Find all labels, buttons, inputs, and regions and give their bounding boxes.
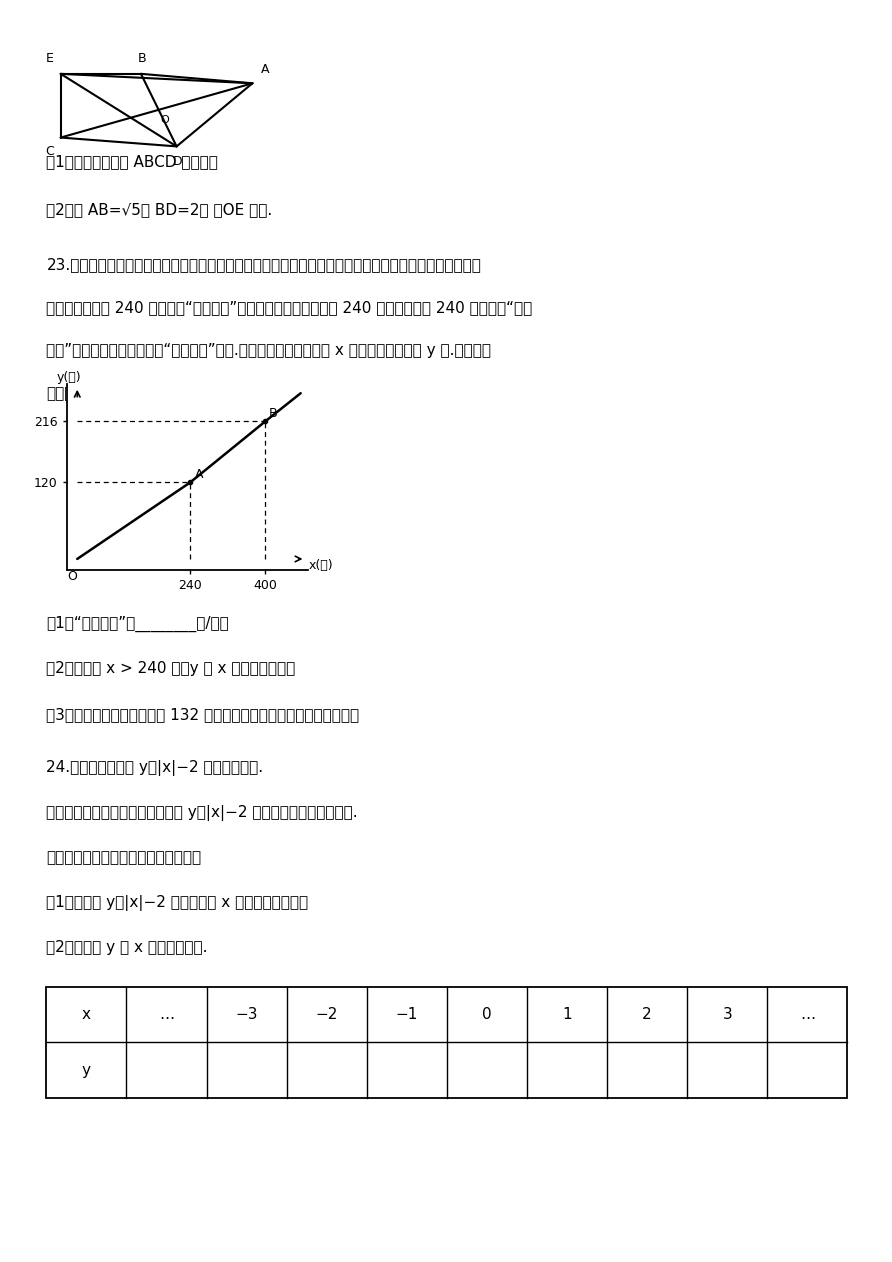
Text: （2）求出当 x > 240 时，y 与 x 的函数表达式；: （2）求出当 x > 240 时，y 与 x 的函数表达式； (46, 661, 295, 676)
Text: 下面是小华的探究过程，请补充完整：: 下面是小华的探究过程，请补充完整： (46, 851, 202, 866)
Text: −1: −1 (396, 1007, 418, 1022)
Text: …: … (800, 1007, 815, 1022)
Text: 月用电量不超过 240 度时实行“基础电价”；第二档是当用电量超过 240 度时，其中的 240 度仍按照“基础: 月用电量不超过 240 度时实行“基础电价”；第二档是当用电量超过 240 度时… (46, 300, 533, 316)
Text: （1）求证：四边形 ABCD 是菱形；: （1）求证：四边形 ABCD 是菱形； (46, 154, 219, 169)
Text: −2: −2 (316, 1007, 338, 1022)
Text: （2）若 AB=√5， BD=2， 求OE 的长.: （2）若 AB=√5， BD=2， 求OE 的长. (46, 202, 273, 217)
Text: （2）下表是 y 与 x 的几组对应値.: （2）下表是 y 与 x 的几组对应値. (46, 940, 208, 955)
Text: 23.某市为了鼓励居民节约用电，采用分段计费的方法按月计算每户家庭的电费，分两档收费：第一档是当: 23.某市为了鼓励居民节约用电，采用分段计费的方法按月计算每户家庭的电费，分两档… (46, 257, 482, 273)
Text: D: D (173, 155, 182, 168)
Text: E: E (45, 52, 54, 64)
Text: O: O (68, 570, 78, 583)
Text: A: A (261, 63, 270, 76)
Text: y(元): y(元) (56, 371, 81, 384)
Bar (46, 987, 847, 1098)
Text: 3: 3 (723, 1007, 732, 1022)
Text: （1）在函数 y＝|x|−2 中，自变量 x 可以是任意实数；: （1）在函数 y＝|x|−2 中，自变量 x 可以是任意实数； (46, 895, 309, 911)
Text: …: … (159, 1007, 174, 1022)
Text: x: x (82, 1007, 91, 1022)
Text: 1: 1 (562, 1007, 572, 1022)
Text: （1）“基础电价”是________元/度；: （1）“基础电价”是________元/度； (46, 616, 229, 632)
Text: y: y (82, 1063, 91, 1078)
Text: C: C (45, 145, 54, 158)
Text: 24.问题：探究函数 y＝|x|−2 的图象与性质.: 24.问题：探究函数 y＝|x|−2 的图象与性质. (46, 760, 263, 776)
Text: O: O (161, 115, 169, 125)
Text: x(度): x(度) (309, 559, 334, 572)
Text: A: A (194, 468, 203, 481)
Text: B: B (269, 406, 277, 420)
Text: 小华根据学习函数的经验，对函数 y＝|x|−2 的图象与性质进行了探究.: 小华根据学习函数的经验，对函数 y＝|x|−2 的图象与性质进行了探究. (46, 805, 358, 822)
Text: B: B (137, 52, 146, 64)
Text: 情况如折线图所示，请根据图象回答下列问题：: 情况如折线图所示，请根据图象回答下列问题： (46, 386, 238, 401)
Text: （3）小石家六月份缴纳电费 132 元，求小石家这个月用电量为多少度？: （3）小石家六月份缴纳电费 132 元，求小石家这个月用电量为多少度？ (46, 707, 359, 722)
Text: 2: 2 (642, 1007, 652, 1022)
Text: 电价”计费，超过的部分按照“提高电价”收费.设每个家庭月用电量为 x 度时，应交电费为 y 元.具体收费: 电价”计费，超过的部分按照“提高电价”收费.设每个家庭月用电量为 x 度时，应交… (46, 343, 491, 358)
Text: −3: −3 (235, 1007, 258, 1022)
Text: 0: 0 (483, 1007, 491, 1022)
